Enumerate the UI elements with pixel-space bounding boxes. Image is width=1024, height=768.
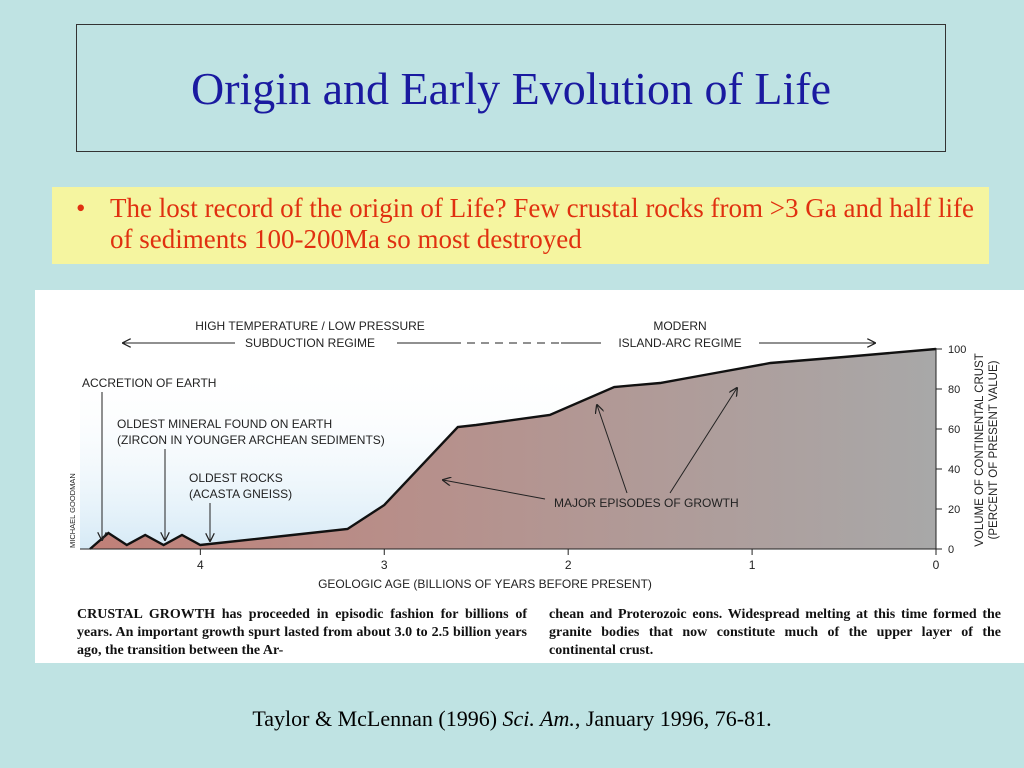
slide-title: Origin and Early Evolution of Life [190, 62, 831, 114]
arrow-growth-3 [669, 388, 737, 494]
regime-right-line2: ISLAND-ARC REGIME [618, 336, 741, 350]
x-tick-label: 0 [933, 558, 940, 572]
crustal-growth-figure: 4 3 2 1 0 0 20 40 60 80 100 GEOLOGIC AGE (BILLION… [35, 290, 1024, 663]
y-axis-label-line2: (PERCENT OF PRESENT VALUE) [988, 360, 1000, 539]
x-tick-label: 2 [565, 558, 572, 572]
crust-area [90, 349, 936, 549]
y-tick-label: 20 [948, 504, 960, 516]
regime-left-line2: SUBDUCTION REGIME [245, 336, 375, 350]
caption-right: chean and Proterozoic eons. Widespread m… [549, 607, 1001, 658]
bullet-marker: • [76, 193, 86, 223]
title-box: Origin and Early Evolution of Life [76, 24, 946, 152]
crustal-growth-chart: 4 3 2 1 0 0 20 40 60 80 100 GEOLOGIC AGE (BILLION… [68, 319, 1000, 591]
annotation-rocks-line2: (ACASTA GNEISS) [189, 487, 292, 501]
citation-prefix: Taylor & McLennan (1996) [252, 706, 503, 731]
y-tick-label: 80 [948, 384, 960, 396]
y-axis-label: VOLUME OF CONTINENTAL CRUST (PERCENT OF … [974, 353, 1000, 547]
crust-curve [89, 347, 937, 550]
regime-right-line1: MODERN [653, 319, 706, 333]
x-axis-label: GEOLOGIC AGE (BILLIONS OF YEARS BEFORE P… [318, 577, 652, 591]
y-tick-label: 0 [948, 544, 954, 556]
arrow-growth-1 [443, 480, 546, 500]
annotation-mineral-line1: OLDEST MINERAL FOUND ON EARTH [117, 417, 332, 431]
y-tick-label: 60 [948, 424, 960, 436]
arrow-growth-2 [597, 405, 628, 494]
citation-suffix: , January 1996, 76-81. [574, 706, 772, 731]
citation-journal: Sci. Am. [502, 706, 575, 731]
y-tick-label: 40 [948, 464, 960, 476]
x-ticks: 4 3 2 1 0 [197, 549, 940, 572]
annotation-growth: MAJOR EPISODES OF GROWTH [554, 496, 739, 510]
bullet-box: • The lost record of the origin of Life?… [52, 187, 989, 264]
y-axis-label-line1: VOLUME OF CONTINENTAL CRUST [974, 353, 986, 547]
bullet-text: The lost record of the origin of Life? F… [110, 193, 974, 254]
x-tick-label: 1 [749, 558, 756, 572]
annotation-accretion: ACCRETION OF EARTH [82, 376, 216, 390]
y-ticks: 0 20 40 60 80 100 [936, 344, 966, 556]
caption-left: CRUSTAL GROWTH has proceeded in episodic… [77, 607, 527, 658]
credit-text: MICHAEL GOODMAN [68, 473, 77, 548]
x-tick-label: 3 [381, 558, 388, 572]
bullet-item: • The lost record of the origin of Life?… [64, 193, 977, 255]
citation: Taylor & McLennan (1996) Sci. Am., Janua… [0, 706, 1024, 732]
y-tick-label: 100 [948, 344, 966, 356]
regime-left-line1: HIGH TEMPERATURE / LOW PRESSURE [195, 319, 425, 333]
annotation-rocks-line1: OLDEST ROCKS [189, 471, 283, 485]
x-tick-label: 4 [197, 558, 204, 572]
annotation-mineral-line2: (ZIRCON IN YOUNGER ARCHEAN SEDIMENTS) [117, 433, 385, 447]
